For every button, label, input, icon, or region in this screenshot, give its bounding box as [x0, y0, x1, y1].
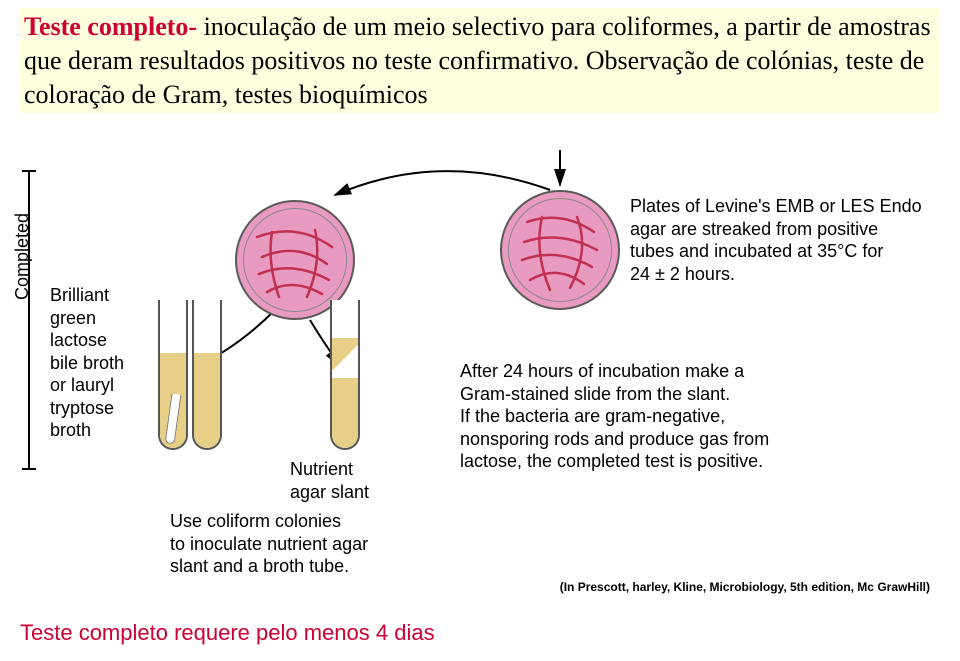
- slant-surface: [332, 338, 358, 378]
- broth-tube: [158, 300, 188, 450]
- header-text: Teste completo- inoculação de um meio se…: [20, 8, 940, 113]
- bottom-red-text: Teste completo requere pelo menos 4 dias: [20, 620, 435, 646]
- bracket-tick-top: [22, 170, 36, 172]
- use-colonies-label: Use coliform colonies to inoculate nutri…: [170, 510, 430, 578]
- slant-label: Nutrient agar slant: [290, 458, 400, 503]
- broth-liquid: [194, 353, 220, 448]
- slant-fill: [332, 378, 358, 448]
- petri-dish-right: [500, 190, 620, 310]
- header-lead: Teste completo-: [24, 12, 197, 41]
- after24-label: After 24 hours of incubation make a Gram…: [460, 360, 810, 473]
- plates-label: Plates of Levine's EMB or LES Endo agar …: [630, 195, 950, 285]
- slant-tube: [330, 300, 360, 450]
- completed-label: Completed: [12, 213, 33, 300]
- bracket-tick-bottom: [22, 468, 36, 470]
- citation-text: (In Prescott, harley, Kline, Microbiolog…: [560, 580, 930, 594]
- broth-label: Brilliant green lactose bile broth or la…: [50, 284, 160, 442]
- streak-pattern-right: [502, 192, 620, 310]
- broth-tube-2: [192, 300, 222, 450]
